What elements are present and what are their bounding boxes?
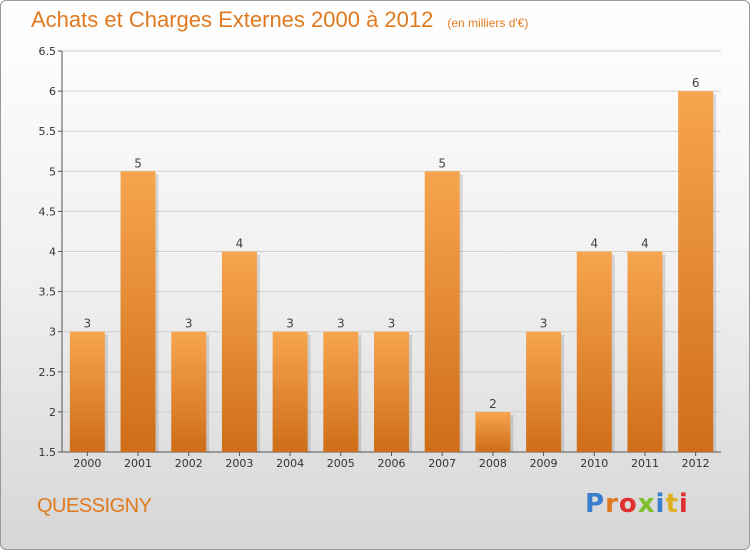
data-label: 2 <box>489 397 497 411</box>
bar <box>424 171 460 453</box>
bar <box>323 331 359 452</box>
data-label: 3 <box>388 317 396 331</box>
data-label: 5 <box>134 156 142 170</box>
data-label: 6 <box>692 76 700 90</box>
bar <box>120 171 156 453</box>
x-tick-label: 2005 <box>327 457 355 470</box>
x-tick-label: 2011 <box>631 457 659 470</box>
y-tick-label: 2 <box>49 406 56 419</box>
bar <box>678 91 714 452</box>
proxiti-logo[interactable]: Proxiti <box>585 489 689 519</box>
axes: 1.5 2 2.5 3 3.5 4 4.5 5 5.5 6 6.5 2000 2001 2002 2003 2… <box>39 45 721 470</box>
x-tick-label: 2009 <box>530 457 558 470</box>
x-tick-label: 2002 <box>175 457 203 470</box>
bar <box>374 331 409 452</box>
bar <box>171 331 207 452</box>
x-tick-label: 2004 <box>276 457 304 470</box>
bar <box>69 331 105 452</box>
chart-title-text: Achats et Charges Externes 2000 à 2012 <box>31 7 434 32</box>
x-tick-label: 2012 <box>682 457 710 470</box>
x-tick-label: 2001 <box>124 457 152 470</box>
x-tick-label: 2003 <box>225 457 253 470</box>
data-label: 3 <box>185 317 193 331</box>
commune-name: QUESSIGNY <box>37 495 152 517</box>
y-tick-label: 3.5 <box>39 286 57 299</box>
x-tick-label: 2007 <box>428 457 456 470</box>
bar <box>221 251 257 452</box>
y-tick-label: 3 <box>49 326 56 339</box>
y-tick-label: 1.5 <box>39 446 57 459</box>
data-label: 4 <box>590 237 598 251</box>
data-label: 3 <box>337 317 345 331</box>
bar <box>475 411 511 452</box>
chart-title: Achats et Charges Externes 2000 à 2012 (e… <box>31 7 528 33</box>
bars <box>69 91 717 453</box>
x-tick-label: 2000 <box>73 457 101 470</box>
y-tick-label: 5 <box>49 165 56 178</box>
data-label: 3 <box>84 317 92 331</box>
data-labels: 3 5 3 4 3 3 3 5 2 3 4 4 6 <box>84 76 700 411</box>
x-tick-label: 2008 <box>479 457 507 470</box>
x-tick-label: 2006 <box>378 457 406 470</box>
y-tick-label: 5.5 <box>39 125 57 138</box>
data-label: 5 <box>438 156 446 170</box>
bar <box>627 251 663 452</box>
y-tick-label: 6 <box>49 85 56 98</box>
x-tick-label: 2010 <box>580 457 608 470</box>
bar <box>272 331 308 452</box>
y-tick-label: 2.5 <box>39 366 57 379</box>
y-tick-label: 4.5 <box>39 205 57 218</box>
data-label: 3 <box>286 317 294 331</box>
y-tick-label: 4 <box>49 246 56 259</box>
y-tick-label: 6.5 <box>39 45 57 58</box>
data-label: 4 <box>641 237 649 251</box>
data-label: 3 <box>540 317 548 331</box>
bar <box>576 251 612 452</box>
chart-unit: (en milliers d'€) <box>447 16 529 30</box>
data-label: 4 <box>236 237 244 251</box>
bar <box>526 331 562 452</box>
